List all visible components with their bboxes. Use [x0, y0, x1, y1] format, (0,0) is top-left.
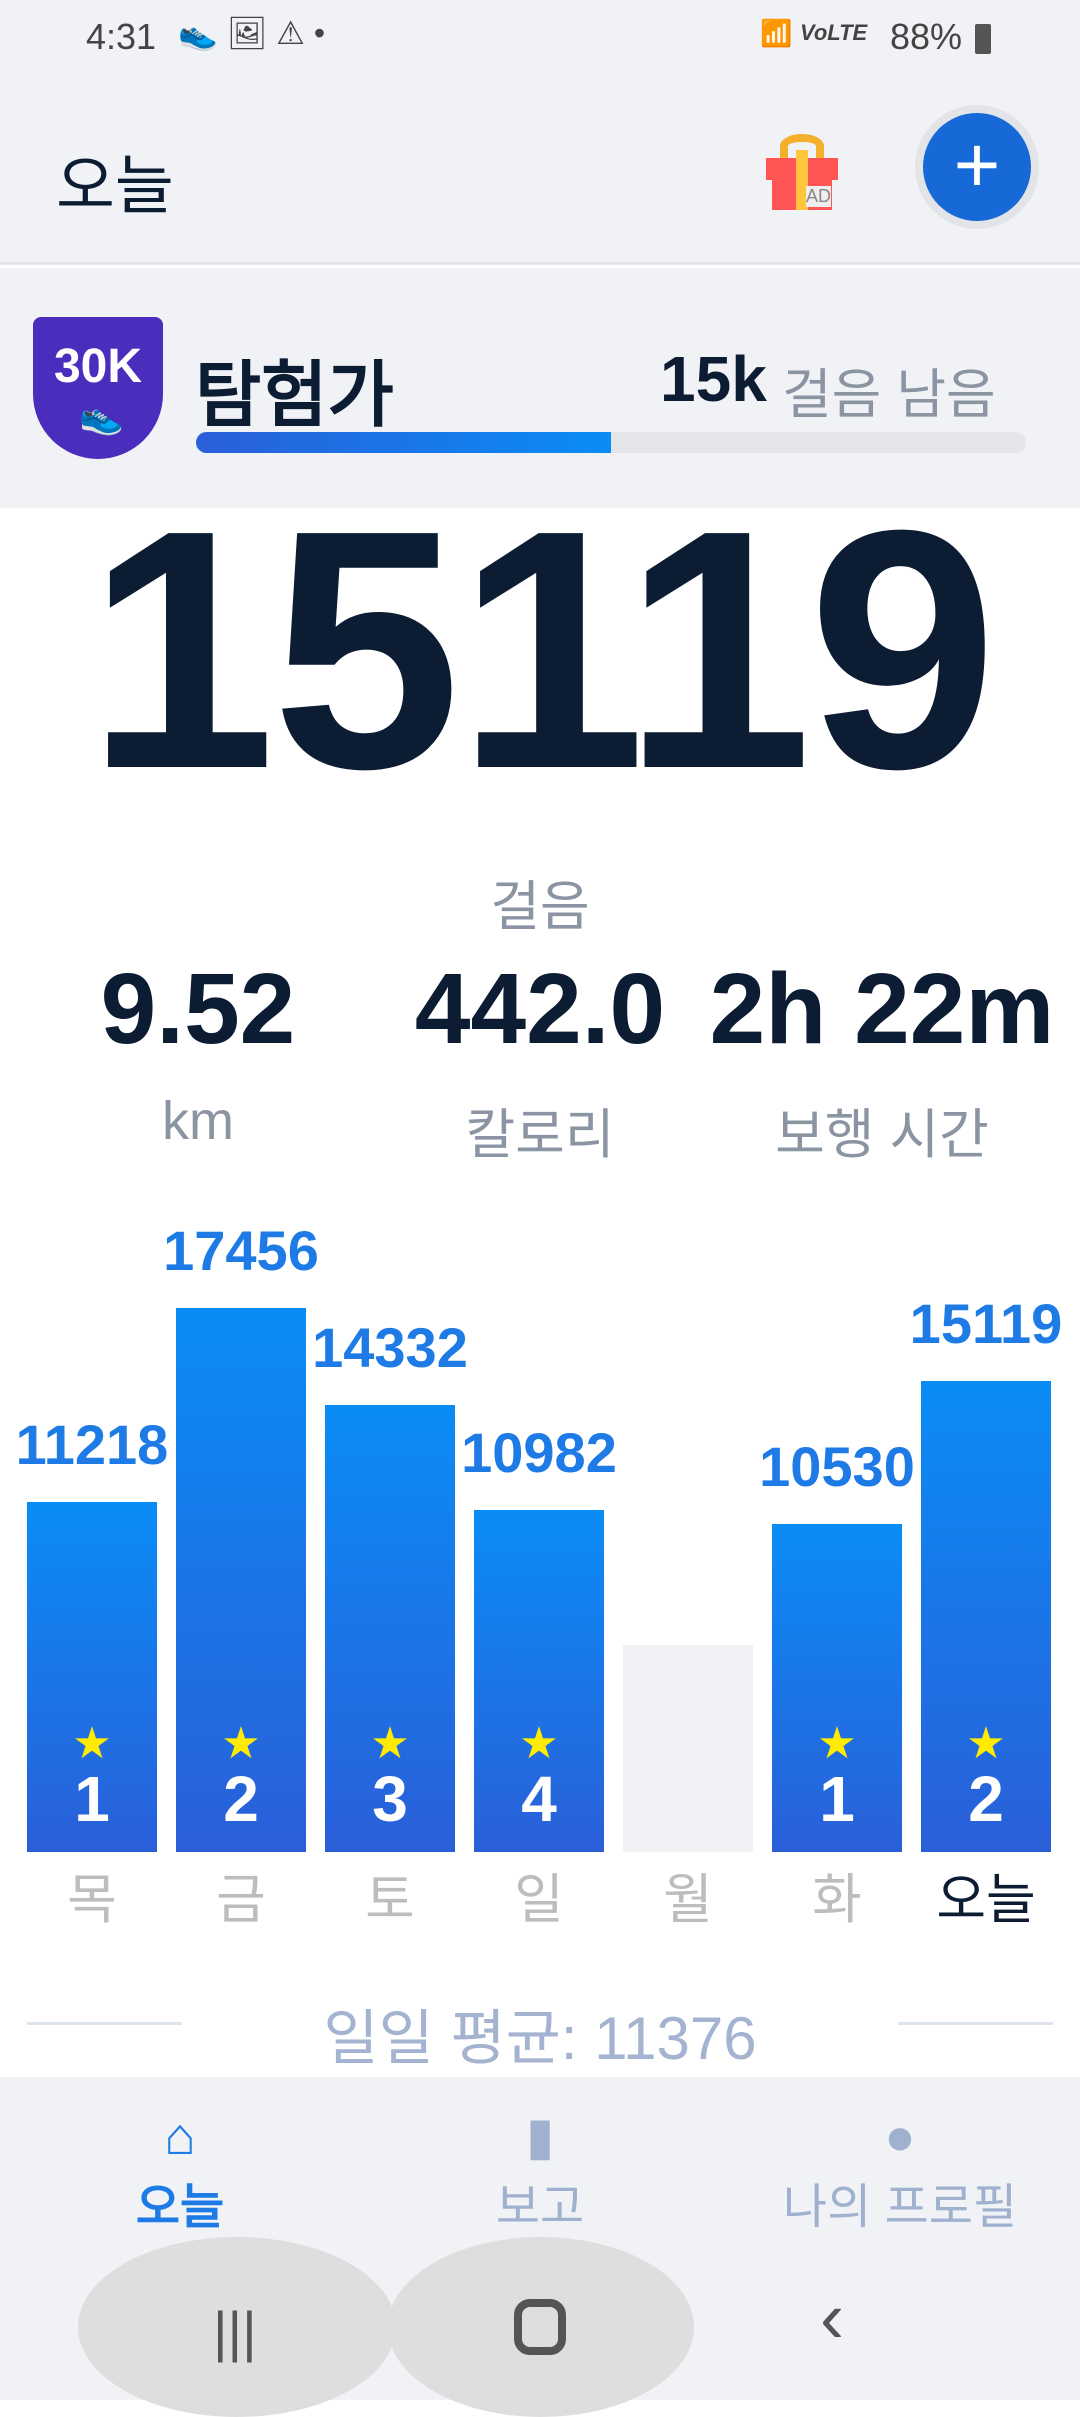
volte-icon: VoLTE: [800, 20, 868, 45]
remaining-label: 걸음 남음: [782, 365, 996, 425]
bar-2[interactable]: ★ 3: [325, 1405, 455, 1852]
status-bar: 4:31 👟 🖼 ⚠ • 📶 VoLTE 88%: [0, 0, 1080, 75]
battery-text: 88%: [890, 16, 963, 57]
today-steps: 15119: [86, 460, 998, 840]
stat-label: 칼로리: [465, 1105, 615, 1165]
ad-label: AD: [806, 186, 832, 207]
star-count: 3: [372, 1762, 408, 1835]
bar-3[interactable]: ★ 4: [474, 1509, 604, 1852]
value-label: 15119: [909, 1291, 1063, 1355]
day-label: 일: [514, 1870, 564, 1930]
day-label: 금: [216, 1870, 266, 1930]
star-icon: ★: [72, 1718, 112, 1768]
level-progress-bar: [196, 432, 1026, 453]
day-label: 목: [67, 1870, 117, 1930]
value-label: 10530: [759, 1434, 915, 1498]
star-icon: ★: [817, 1718, 857, 1768]
level-name: 탐험가: [195, 356, 394, 436]
bar-chart-icon: ▮: [525, 2108, 555, 2166]
remaining-steps: 15k: [660, 343, 767, 415]
bar-0[interactable]: ★ 1: [27, 1502, 157, 1852]
bottom-nav: ⌂ 오늘 ▮ 보고 ● 나의 프로필 ||| ‹: [0, 2077, 1080, 2417]
notification-icons: 👟 🖼 ⚠ •: [178, 15, 326, 51]
clock: 4:31: [86, 16, 157, 57]
stat-value: 9.52: [100, 953, 296, 1065]
battery-icon: [975, 24, 991, 54]
star-count: 2: [968, 1762, 1004, 1835]
home-button[interactable]: [388, 2237, 694, 2417]
day-label: 토: [365, 1870, 415, 1930]
back-button[interactable]: ‹: [820, 2278, 844, 2358]
add-button[interactable]: +: [915, 105, 1039, 229]
signal-icon: 📶: [760, 18, 793, 48]
level-badge: 30K 👟: [33, 317, 163, 459]
home-nav-icon: [514, 2299, 566, 2355]
person-icon: ●: [884, 2108, 916, 2166]
day-label: 화: [812, 1870, 862, 1930]
stat-label: km: [162, 1091, 234, 1151]
recent-apps-button[interactable]: |||: [78, 2237, 396, 2417]
day-label: 월: [663, 1870, 713, 1930]
star-icon: ★: [221, 1719, 261, 1768]
daily-average: 일일 평균: 11376: [323, 2005, 757, 2072]
level-section[interactable]: 30K 👟 탐험가 15k 걸음 남음: [0, 268, 1080, 508]
bar-1[interactable]: ★ 2: [176, 1308, 306, 1852]
stat-value: 442.0: [414, 953, 666, 1065]
app-header: 오늘 AD +: [0, 75, 1080, 265]
day-label: 오늘: [936, 1870, 1036, 1930]
home-icon: ⌂: [164, 2108, 196, 2166]
value-label: 14332: [312, 1316, 468, 1380]
gift-ad-button[interactable]: AD: [762, 130, 842, 210]
divider-left: [27, 2022, 182, 2025]
tab-profile[interactable]: ● 나의 프로필: [740, 2107, 1060, 2237]
divider-right: [898, 2022, 1053, 2025]
bar-5[interactable]: ★ 1: [772, 1523, 902, 1852]
value-label: 11218: [15, 1413, 169, 1477]
plus-icon: +: [923, 113, 1031, 221]
stat-value: 2h 22m: [709, 953, 1055, 1065]
star-icon: ★: [519, 1718, 559, 1768]
recents-icon: |||: [213, 2300, 257, 2363]
bar-4[interactable]: [623, 1645, 753, 1852]
star-count: 1: [819, 1762, 855, 1835]
star-icon: ★: [966, 1718, 1006, 1768]
page-title: 오늘: [56, 150, 174, 222]
value-label: 17456: [163, 1219, 319, 1282]
bar-6[interactable]: ★ 2: [921, 1380, 1051, 1852]
value-label: 10982: [461, 1420, 617, 1484]
star-count: 2: [223, 1763, 259, 1835]
shoe-icon: 👟: [79, 395, 124, 436]
star-count: 4: [521, 1762, 557, 1835]
star-icon: ★: [370, 1718, 410, 1768]
tab-report[interactable]: ▮ 보고: [440, 2107, 640, 2237]
tab-today[interactable]: ⌂ 오늘: [80, 2107, 280, 2237]
steps-label: 걸음: [490, 877, 590, 937]
star-count: 1: [74, 1762, 110, 1835]
stat-label: 보행 시간: [775, 1105, 989, 1165]
